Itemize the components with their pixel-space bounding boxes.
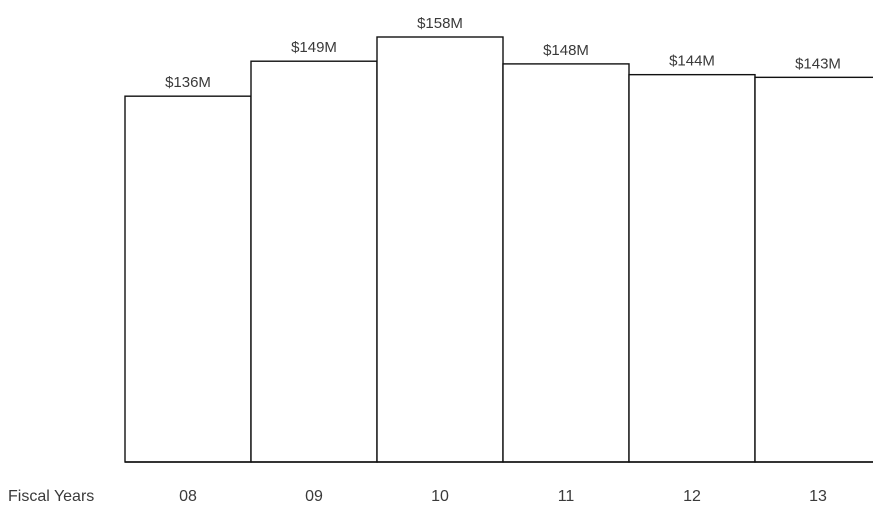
value-label-13: $143M bbox=[795, 55, 841, 72]
value-label-09: $149M bbox=[291, 39, 337, 56]
x-axis-title: Fiscal Years bbox=[8, 488, 94, 505]
bar-13 bbox=[754, 76, 873, 463]
x-tick-label-11: 11 bbox=[558, 488, 575, 505]
x-tick-label-12: 12 bbox=[683, 488, 701, 505]
value-labels-group: $136M $149M $158M $148M $144M $143M bbox=[165, 15, 841, 91]
bar-12 bbox=[628, 73, 756, 463]
x-tick-label-09: 09 bbox=[305, 488, 323, 505]
x-tick-label-10: 10 bbox=[431, 488, 449, 505]
value-label-08: $136M bbox=[165, 74, 211, 91]
bar-10 bbox=[376, 36, 504, 463]
bar-09 bbox=[250, 60, 378, 463]
x-tick-label-13: 13 bbox=[809, 488, 827, 505]
value-label-10: $158M bbox=[417, 15, 463, 32]
x-tick-labels-group: 08 09 10 11 12 13 bbox=[179, 488, 827, 505]
x-tick-label-08: 08 bbox=[179, 488, 197, 505]
bar-08 bbox=[124, 95, 252, 463]
value-label-11: $148M bbox=[543, 42, 589, 59]
bar-11 bbox=[502, 63, 630, 463]
bars-group bbox=[124, 36, 873, 463]
value-label-12: $144M bbox=[669, 53, 715, 70]
